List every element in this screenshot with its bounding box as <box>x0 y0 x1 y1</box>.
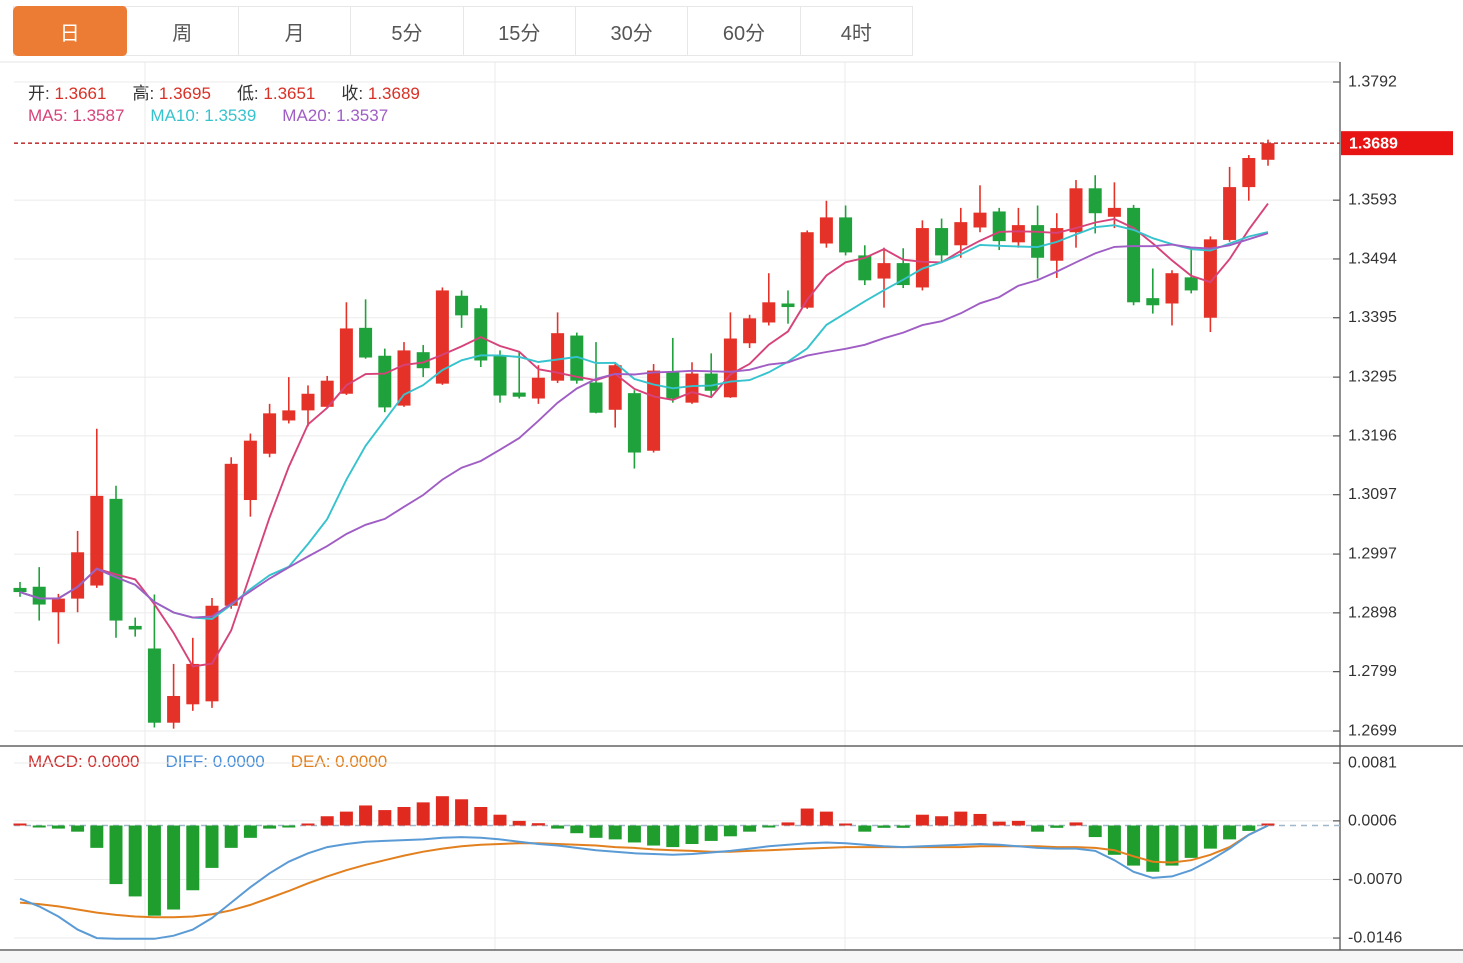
macd-item: MACD: 0.0000 <box>28 752 140 771</box>
tab-30min[interactable]: 30分 <box>575 7 689 55</box>
tab-month[interactable]: 月 <box>238 7 352 55</box>
tab-15min[interactable]: 15分 <box>463 7 576 55</box>
tab-60min[interactable]: 60分 <box>688 7 801 55</box>
tab-day[interactable]: 日 <box>13 6 128 56</box>
svg-text:1.3494: 1.3494 <box>1348 250 1397 267</box>
macd-item: DEA: 0.0000 <box>290 752 388 771</box>
svg-text:1.2699: 1.2699 <box>1348 723 1397 740</box>
period-tab-bar: 日周月 5分 15分 30分 60分 4时 <box>13 6 913 56</box>
grid <box>0 61 1340 950</box>
ohlc-item: 低: 1.3651 <box>236 84 316 103</box>
dea-line <box>19 824 1269 919</box>
macd-legend: MACD: 0.0000 DIFF: 0.0000 DEA: 0.0000 <box>28 752 387 772</box>
svg-text:-0.0146: -0.0146 <box>1348 930 1402 947</box>
svg-text:1.3593: 1.3593 <box>1348 192 1397 209</box>
svg-text:0.0006: 0.0006 <box>1348 812 1397 829</box>
ma-item: MA20: 1.3537 <box>282 106 389 125</box>
candlestick-series <box>13 139 1275 729</box>
svg-text:1.3792: 1.3792 <box>1348 74 1397 91</box>
ma5-line <box>19 203 1269 668</box>
tab-week[interactable]: 周 <box>126 7 239 55</box>
svg-text:1.3196: 1.3196 <box>1348 427 1397 444</box>
ma20-line <box>19 232 1269 619</box>
ohlc-item: 高: 1.3695 <box>132 84 211 103</box>
svg-text:1.3395: 1.3395 <box>1348 309 1397 326</box>
svg-text:0.0081: 0.0081 <box>1348 755 1397 772</box>
ma-item: MA5: 1.3587 <box>28 106 125 125</box>
macd-axis: 0.0081 0.0006 -0.0070 -0.0146 <box>1333 755 1402 947</box>
svg-text:1.2898: 1.2898 <box>1348 604 1397 621</box>
tab-5min[interactable]: 5分 <box>351 7 464 55</box>
macd-item: DIFF: 0.0000 <box>165 752 265 771</box>
svg-text:1.3097: 1.3097 <box>1348 486 1397 503</box>
tab-4hour[interactable]: 4时 <box>800 7 912 55</box>
ma10-line <box>19 224 1269 620</box>
svg-text:1.2997: 1.2997 <box>1348 546 1397 563</box>
svg-text:1.3689: 1.3689 <box>1349 136 1398 153</box>
ohlc-item: 开: 1.3661 <box>28 84 107 103</box>
price-axis: 1.3792 1.3593 1.3494 1.3395 1.3295 1.3196 1.30… <box>1333 74 1397 740</box>
svg-text:1.3295: 1.3295 <box>1348 369 1397 386</box>
svg-text:-0.0070: -0.0070 <box>1348 871 1402 888</box>
ma-item: MA10: 1.3539 <box>150 106 257 125</box>
ohlc-item: 收: 1.3689 <box>341 84 420 103</box>
macd-histogram <box>13 796 1275 916</box>
svg-text:1.2799: 1.2799 <box>1348 663 1397 680</box>
current-price-badge: 1.3689 <box>1341 131 1453 156</box>
ohlc-legend: 开: 1.3661 高: 1.3695 低: 1.3651 收: 1.3689 <box>28 79 420 104</box>
pane-borders <box>0 62 1463 963</box>
diff-line <box>19 824 1269 940</box>
ma-legend: MA5: 1.3587 MA10: 1.3539 MA20: 1.3537 <box>28 106 388 126</box>
